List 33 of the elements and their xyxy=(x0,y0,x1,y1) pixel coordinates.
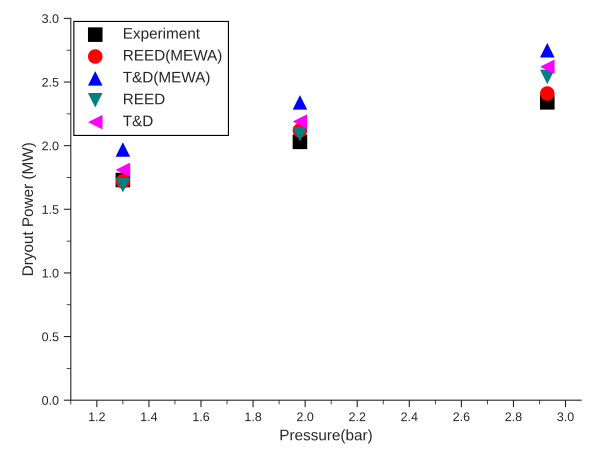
y-tick-label: 3.0 xyxy=(42,14,59,24)
x-tick-label: 2.8 xyxy=(505,412,522,422)
y-tick-label: 0.5 xyxy=(42,332,58,342)
point xyxy=(292,114,308,129)
legend-label: T&D(MEWA) xyxy=(123,71,210,86)
y-axis-title: Dryout Power (MW) xyxy=(22,143,36,276)
x-tick-label: 3.0 xyxy=(557,412,574,422)
y-tick-label: 2.0 xyxy=(42,141,59,150)
legend-label: REED(MEWA) xyxy=(124,49,222,64)
x-tick-label: 1.2 xyxy=(89,412,105,422)
x-tick-label: 1.6 xyxy=(193,412,210,422)
point xyxy=(116,162,130,178)
y-tick-label: 0.0 xyxy=(42,396,59,405)
x-tick-label: 2.0 xyxy=(297,412,314,422)
x-tick-label: 2.4 xyxy=(401,412,418,422)
x-tick-label: 1.4 xyxy=(141,412,158,422)
point xyxy=(116,142,130,157)
point xyxy=(540,59,555,74)
x-tick-label: 2.6 xyxy=(453,412,470,422)
legend-label: REED xyxy=(124,94,164,104)
point xyxy=(116,178,130,192)
point xyxy=(540,86,555,101)
legend-label: T&D xyxy=(123,116,153,126)
x-tick-label: 2.2 xyxy=(349,412,366,422)
y-tick-label: 1.5 xyxy=(42,205,58,214)
point xyxy=(292,95,308,110)
y-tick-label: 2.5 xyxy=(42,78,58,87)
legend-label: Experiment xyxy=(124,28,200,42)
x-axis-title: Pressure(bar) xyxy=(280,429,372,444)
y-tick-label: 1.0 xyxy=(42,268,59,278)
x-tick-label: 1.8 xyxy=(245,412,262,422)
point xyxy=(540,42,555,58)
point xyxy=(292,126,308,142)
